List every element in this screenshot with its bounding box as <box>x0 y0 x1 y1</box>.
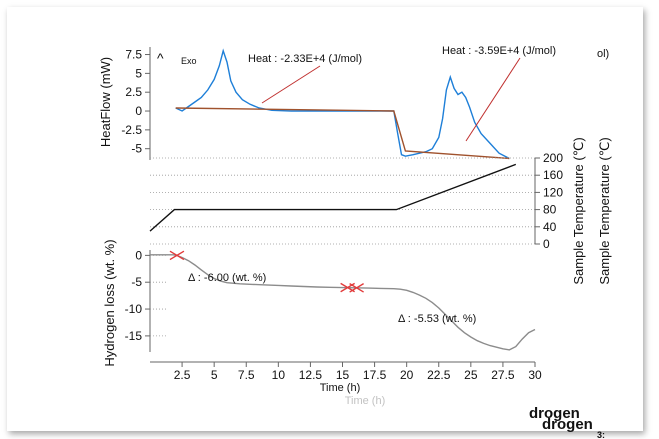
heatflow-y-ticks: 7.5 5 2.5 0 -2.5 -5 <box>121 48 150 156</box>
x-tick-label-11: 30 <box>528 368 542 382</box>
x-tick-label-1: 5 <box>211 368 218 382</box>
heat-annotation-1: Heat : -2.33E+4 (J/mol) <box>248 53 362 65</box>
x-tick-label-7: 20 <box>400 368 414 382</box>
heatflow-series-line-0 <box>175 48 510 160</box>
x-tick-label-4: 12.5 <box>299 368 323 382</box>
delta-annotation-2: Δ : -5.53 (wt. %) <box>398 313 476 325</box>
exo-arrow-icon: ^ <box>157 50 164 66</box>
footer-fragments: drogen drogen 3: <box>529 405 605 439</box>
temperature-axis-label-duplicate: Sample Temperature (℃) <box>597 137 612 284</box>
x-tick-label-3: 10 <box>272 368 286 382</box>
heat-annotation-1-leader <box>261 65 321 104</box>
heatflow-series <box>175 48 510 160</box>
heatflow-tick-label-0: 7.5 <box>125 48 142 62</box>
x-tick-labels: 2.5 5 7.5 10 12.5 15 17.5 20 22.5 25 27.5 30 <box>174 362 542 382</box>
heatflow-panel: 7.5 5 2.5 0 -2.5 -5 HeatFlow (mW) ^ Exo Heat … <box>98 45 609 160</box>
temperature-gridlines <box>150 157 535 245</box>
heatflow-tick-label-2: 2.5 <box>125 85 142 99</box>
temperature-series <box>149 163 517 232</box>
temperature-tick-label-4: 40 <box>543 220 557 234</box>
exo-label: Exo <box>181 56 197 66</box>
heatflow-y-axis-label: HeatFlow (mW) <box>98 57 113 147</box>
x-axis-ghost-label: Time (h) <box>345 395 386 407</box>
heat-annotation-fragment: ol) <box>597 48 609 60</box>
heat-annotation-2-leader <box>465 57 521 142</box>
x-tick-label-9: 25 <box>464 368 478 382</box>
heatflow-tick-label-1: 5 <box>135 66 142 80</box>
x-tick-label-2: 7.5 <box>238 368 255 382</box>
hydrogen-tick-label-0: 0 <box>135 248 142 262</box>
footer-text-2: drogen <box>542 416 593 433</box>
hydrogen-tick-label-1: -5 <box>131 275 142 289</box>
cross-marker-2 <box>349 283 364 293</box>
heatflow-tick-label-3: 0 <box>135 104 142 118</box>
temperature-tick-label-3: 80 <box>543 203 557 217</box>
x-tick-label-10: 27.5 <box>491 368 515 382</box>
x-tick-label-6: 17.5 <box>363 368 387 382</box>
x-tick-label-8: 22.5 <box>427 368 451 382</box>
temperature-tick-label-0: 200 <box>543 151 563 165</box>
hydrogen-series-line-0 <box>150 254 536 351</box>
temperature-tick-label-5: 0 <box>543 237 550 251</box>
temperature-y-ticks: 200 160 120 80 40 0 <box>535 151 563 251</box>
footer-text-3: 3: <box>597 430 605 439</box>
heat-annotation-2: Heat : -3.59E+4 (J/mol) <box>442 45 556 57</box>
hydrogen-series <box>150 254 536 351</box>
temperature-panel: 200 160 120 80 40 0 Sample Temperature (℃) Sa… <box>149 137 612 285</box>
hydrogen-tick-label-2: -10 <box>125 302 143 316</box>
hydrogen-y-axis-label: Hydrogen loss (wt. %) <box>102 239 117 366</box>
heatflow-tick-label-5: -5 <box>131 142 142 156</box>
hydrogen-tick-label-3: -15 <box>125 329 143 343</box>
footer-text-1: drogen <box>529 405 580 422</box>
cross-marker-0 <box>169 250 185 261</box>
figure-frame <box>7 7 643 431</box>
temperature-axis-label: Sample Temperature (℃) <box>571 137 586 284</box>
x-tick-label-5: 15 <box>336 368 350 382</box>
temperature-tick-label-2: 120 <box>543 185 563 199</box>
hydrogen-markers <box>169 250 364 293</box>
delta-annotation-1: Δ : -6.00 (wt. %) <box>188 272 266 284</box>
heatflow-series-line-1 <box>175 107 510 160</box>
hydrogen-panel: 0 -5 -10 -15 Hydrogen loss (wt. %) Δ : -6.0… <box>102 239 536 367</box>
x-tick-label-0: 2.5 <box>174 368 191 382</box>
temperature-series-line-0 <box>149 163 517 232</box>
x-axis: 2.5 5 7.5 10 12.5 15 17.5 20 22.5 25 27.5 30 Time (… <box>174 362 542 407</box>
hydrogen-y-ticks: 0 -5 -10 -15 <box>125 248 168 343</box>
x-axis-label: Time (h) <box>320 382 361 394</box>
heatflow-tick-label-4: -2.5 <box>121 123 142 137</box>
temperature-tick-label-1: 160 <box>543 168 563 182</box>
